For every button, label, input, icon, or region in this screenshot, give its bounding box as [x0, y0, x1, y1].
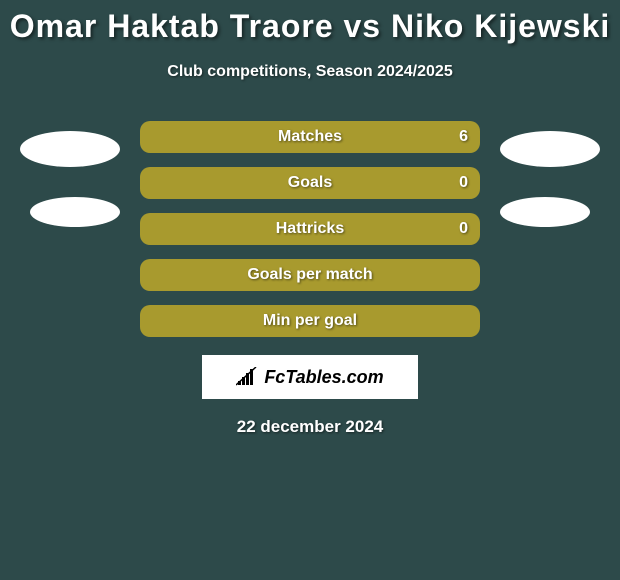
- comparison-card: Omar Haktab Traore vs Niko Kijewski Club…: [0, 0, 620, 437]
- stat-label: Hattricks: [276, 220, 344, 238]
- stat-bars: Matches 6 Goals 0 Hattricks 0 Goals per …: [140, 121, 480, 337]
- player1-avatar: [20, 131, 120, 167]
- date-text: 22 december 2024: [0, 417, 620, 437]
- logo-text: FcTables.com: [264, 367, 383, 388]
- player1-club-avatar: [30, 197, 120, 227]
- player2-club-avatar: [500, 197, 590, 227]
- stat-label: Goals: [288, 174, 332, 192]
- avatar-column-left: [20, 121, 120, 227]
- stats-area: Matches 6 Goals 0 Hattricks 0 Goals per …: [0, 121, 620, 337]
- stat-bar-matches: Matches 6: [140, 121, 480, 153]
- stat-value-right: 0: [459, 220, 468, 238]
- stat-value-right: 0: [459, 174, 468, 192]
- stat-bar-goals-per-match: Goals per match: [140, 259, 480, 291]
- subtitle: Club competitions, Season 2024/2025: [0, 63, 620, 81]
- stat-label: Matches: [278, 128, 342, 146]
- player2-avatar: [500, 131, 600, 167]
- stat-label: Min per goal: [263, 312, 357, 330]
- stat-label: Goals per match: [247, 266, 372, 284]
- stat-bar-goals: Goals 0: [140, 167, 480, 199]
- stat-bar-min-per-goal: Min per goal: [140, 305, 480, 337]
- logo-box: FcTables.com: [202, 355, 418, 399]
- avatar-column-right: [500, 121, 600, 227]
- stat-value-right: 6: [459, 128, 468, 146]
- stat-bar-hattricks: Hattricks 0: [140, 213, 480, 245]
- chart-icon: [236, 367, 260, 387]
- page-title: Omar Haktab Traore vs Niko Kijewski: [0, 8, 620, 45]
